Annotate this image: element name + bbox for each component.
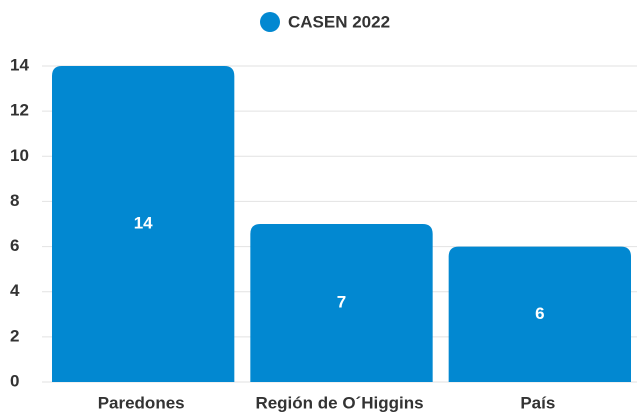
y-tick-label: 8 <box>10 191 19 210</box>
y-tick-label: 4 <box>10 281 20 300</box>
y-tick-label: 14 <box>10 55 29 74</box>
legend-marker <box>260 12 280 32</box>
bar <box>52 66 235 382</box>
y-tick-label: 6 <box>10 236 19 255</box>
data-label: 14 <box>134 213 153 232</box>
legend-label: CASEN 2022 <box>288 12 390 31</box>
x-tick-label: Región de O´Higgins <box>255 393 423 412</box>
y-tick-label: 12 <box>10 101 29 120</box>
x-tick-label: Paredones <box>98 393 185 412</box>
y-tick-label: 10 <box>10 146 29 165</box>
data-label: 6 <box>535 304 544 323</box>
bar <box>250 224 433 382</box>
x-tick-label: País <box>520 393 555 412</box>
y-tick-label: 0 <box>10 371 19 390</box>
bar <box>448 246 631 382</box>
data-label: 7 <box>337 292 346 311</box>
y-tick-label: 2 <box>10 326 19 345</box>
